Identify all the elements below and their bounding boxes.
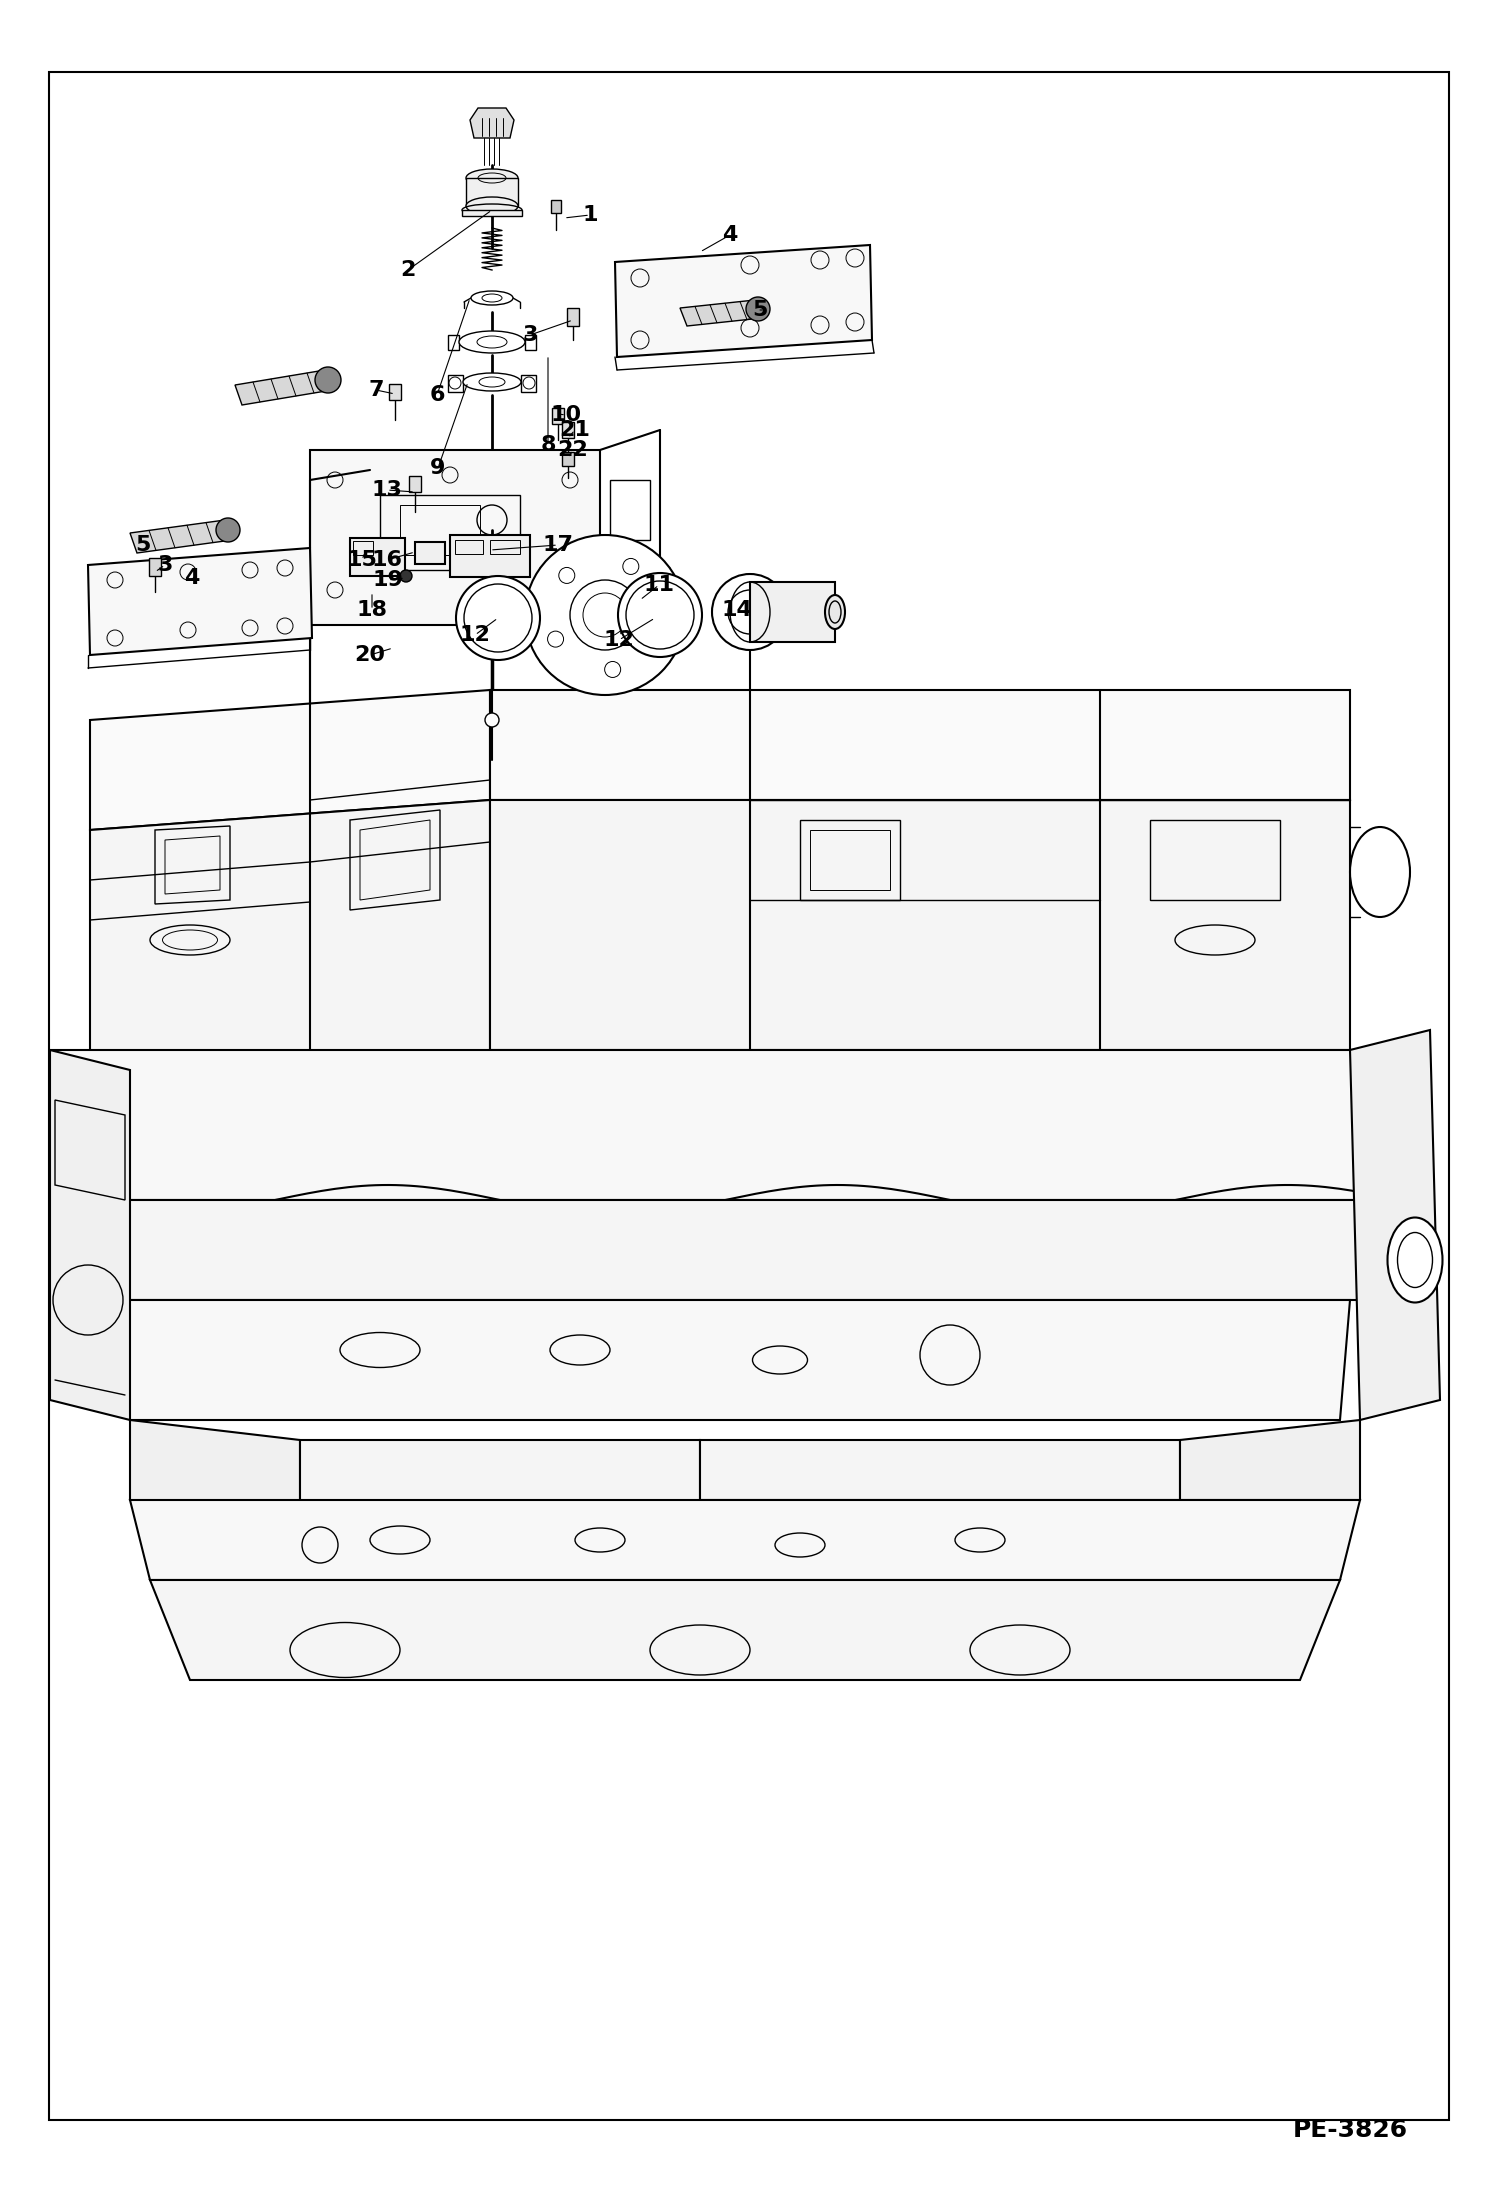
Ellipse shape (466, 197, 518, 215)
Polygon shape (49, 1050, 1401, 1200)
Polygon shape (680, 300, 762, 327)
Polygon shape (470, 107, 514, 138)
Bar (461, 211, 521, 215)
Circle shape (315, 366, 342, 393)
Bar (610, 555, 650, 594)
Bar (610, 480, 650, 539)
Bar (562, 452, 574, 465)
Polygon shape (150, 1579, 1341, 1680)
Text: 10: 10 (550, 406, 581, 425)
Polygon shape (490, 800, 1350, 1050)
Polygon shape (49, 1200, 1401, 1300)
Text: 8: 8 (541, 434, 556, 454)
Bar (750, 581, 834, 643)
Text: 17: 17 (542, 535, 574, 555)
Circle shape (455, 577, 539, 660)
Bar (415, 542, 445, 564)
Text: 19: 19 (373, 570, 403, 590)
Text: PE-3826: PE-3826 (1293, 2118, 1408, 2143)
Text: 13: 13 (372, 480, 403, 500)
Polygon shape (130, 1500, 1360, 1579)
Text: 12: 12 (460, 625, 490, 645)
Ellipse shape (458, 331, 524, 353)
Text: 11: 11 (644, 575, 674, 594)
Polygon shape (49, 1050, 130, 1421)
Bar (400, 504, 479, 555)
Text: 7: 7 (369, 379, 383, 399)
Ellipse shape (825, 594, 845, 629)
Polygon shape (700, 1441, 1180, 1500)
Text: 5: 5 (135, 535, 151, 555)
Text: 14: 14 (722, 601, 752, 621)
Polygon shape (490, 691, 1350, 800)
Ellipse shape (466, 169, 518, 186)
Circle shape (746, 296, 770, 320)
Polygon shape (90, 800, 490, 1079)
Bar (409, 476, 421, 491)
Polygon shape (300, 1441, 700, 1531)
Bar (380, 496, 520, 570)
Text: 6: 6 (430, 386, 445, 406)
Bar (466, 178, 518, 206)
Text: 1: 1 (583, 204, 598, 226)
Text: 4: 4 (722, 226, 737, 246)
Polygon shape (120, 1300, 1350, 1421)
Text: 3: 3 (157, 555, 172, 575)
Polygon shape (616, 246, 872, 357)
Ellipse shape (1387, 1217, 1443, 1303)
Polygon shape (90, 691, 490, 829)
Text: 9: 9 (430, 458, 446, 478)
Ellipse shape (463, 373, 521, 390)
Text: 22: 22 (557, 441, 589, 461)
Ellipse shape (1350, 827, 1410, 917)
Circle shape (485, 713, 499, 728)
Polygon shape (1350, 1031, 1440, 1421)
Text: 12: 12 (604, 629, 635, 649)
Text: 4: 4 (184, 568, 199, 588)
Text: 2: 2 (400, 261, 415, 281)
Polygon shape (130, 1421, 300, 1520)
Bar (449, 535, 530, 577)
Polygon shape (88, 548, 312, 656)
Bar (551, 200, 560, 213)
Polygon shape (235, 371, 333, 406)
Text: 21: 21 (560, 421, 590, 441)
Bar (351, 537, 404, 577)
Bar (490, 539, 520, 555)
Bar (455, 539, 482, 555)
Text: 3: 3 (523, 325, 538, 344)
Circle shape (619, 572, 703, 658)
Text: 18: 18 (357, 601, 388, 621)
Bar (568, 307, 580, 327)
Bar (551, 408, 565, 423)
Bar (389, 384, 401, 399)
Bar (354, 542, 373, 555)
Circle shape (216, 518, 240, 542)
Text: 20: 20 (355, 645, 385, 664)
Polygon shape (310, 450, 601, 625)
Text: 16: 16 (372, 550, 403, 570)
Text: 15: 15 (346, 550, 377, 570)
Bar (562, 421, 574, 439)
Polygon shape (1180, 1421, 1360, 1500)
Ellipse shape (470, 292, 512, 305)
Polygon shape (130, 520, 232, 553)
Circle shape (524, 535, 685, 695)
Circle shape (712, 575, 788, 649)
Circle shape (400, 570, 412, 581)
Text: 5: 5 (752, 300, 767, 320)
Bar (148, 557, 160, 577)
